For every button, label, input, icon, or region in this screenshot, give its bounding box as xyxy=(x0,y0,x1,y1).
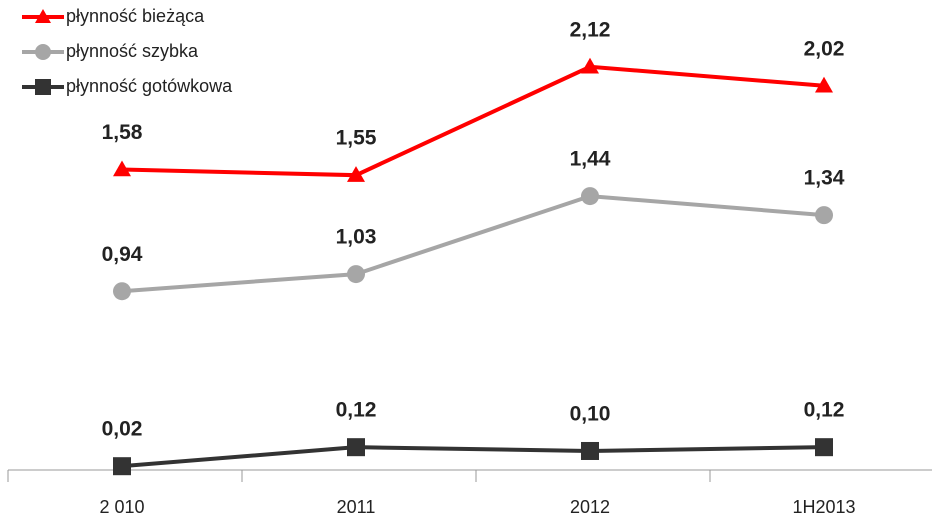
marker xyxy=(815,76,833,93)
marker xyxy=(581,57,599,74)
marker xyxy=(347,166,365,182)
value-label: 0,94 xyxy=(102,243,143,266)
x-tick-label: 1H2013 xyxy=(792,497,855,517)
legend-marker xyxy=(35,9,51,23)
x-tick-label: 2011 xyxy=(337,497,376,517)
value-label: 2,02 xyxy=(804,37,845,60)
value-label: 0,10 xyxy=(570,403,611,426)
x-tick-label: 2 010 xyxy=(99,497,144,517)
series-line xyxy=(121,445,825,469)
legend-label: płynność szybka xyxy=(66,41,199,61)
marker xyxy=(113,282,131,301)
value-label: 1,44 xyxy=(570,148,611,171)
marker xyxy=(347,265,365,284)
series-line xyxy=(121,64,825,178)
value-label: 1,03 xyxy=(336,226,377,249)
value-label: 0,02 xyxy=(102,418,143,441)
marker xyxy=(815,438,833,457)
marker xyxy=(581,187,599,206)
value-label: 1,58 xyxy=(102,121,143,144)
marker xyxy=(113,457,131,476)
marker xyxy=(347,438,365,457)
marker xyxy=(581,441,599,460)
legend-marker xyxy=(35,44,51,60)
legend-marker xyxy=(35,79,51,95)
value-label: 2,12 xyxy=(570,18,611,41)
value-label: 0,12 xyxy=(804,399,845,422)
x-tick-label: 2012 xyxy=(570,497,610,517)
legend-label: płynność gotówkowa xyxy=(66,76,233,96)
value-label: 1,55 xyxy=(336,127,377,150)
marker xyxy=(815,206,833,225)
marker xyxy=(113,160,131,177)
series-line xyxy=(121,194,825,294)
value-label: 0,12 xyxy=(336,399,377,422)
value-label: 1,34 xyxy=(804,167,845,190)
legend-label: płynność bieżąca xyxy=(66,6,205,26)
